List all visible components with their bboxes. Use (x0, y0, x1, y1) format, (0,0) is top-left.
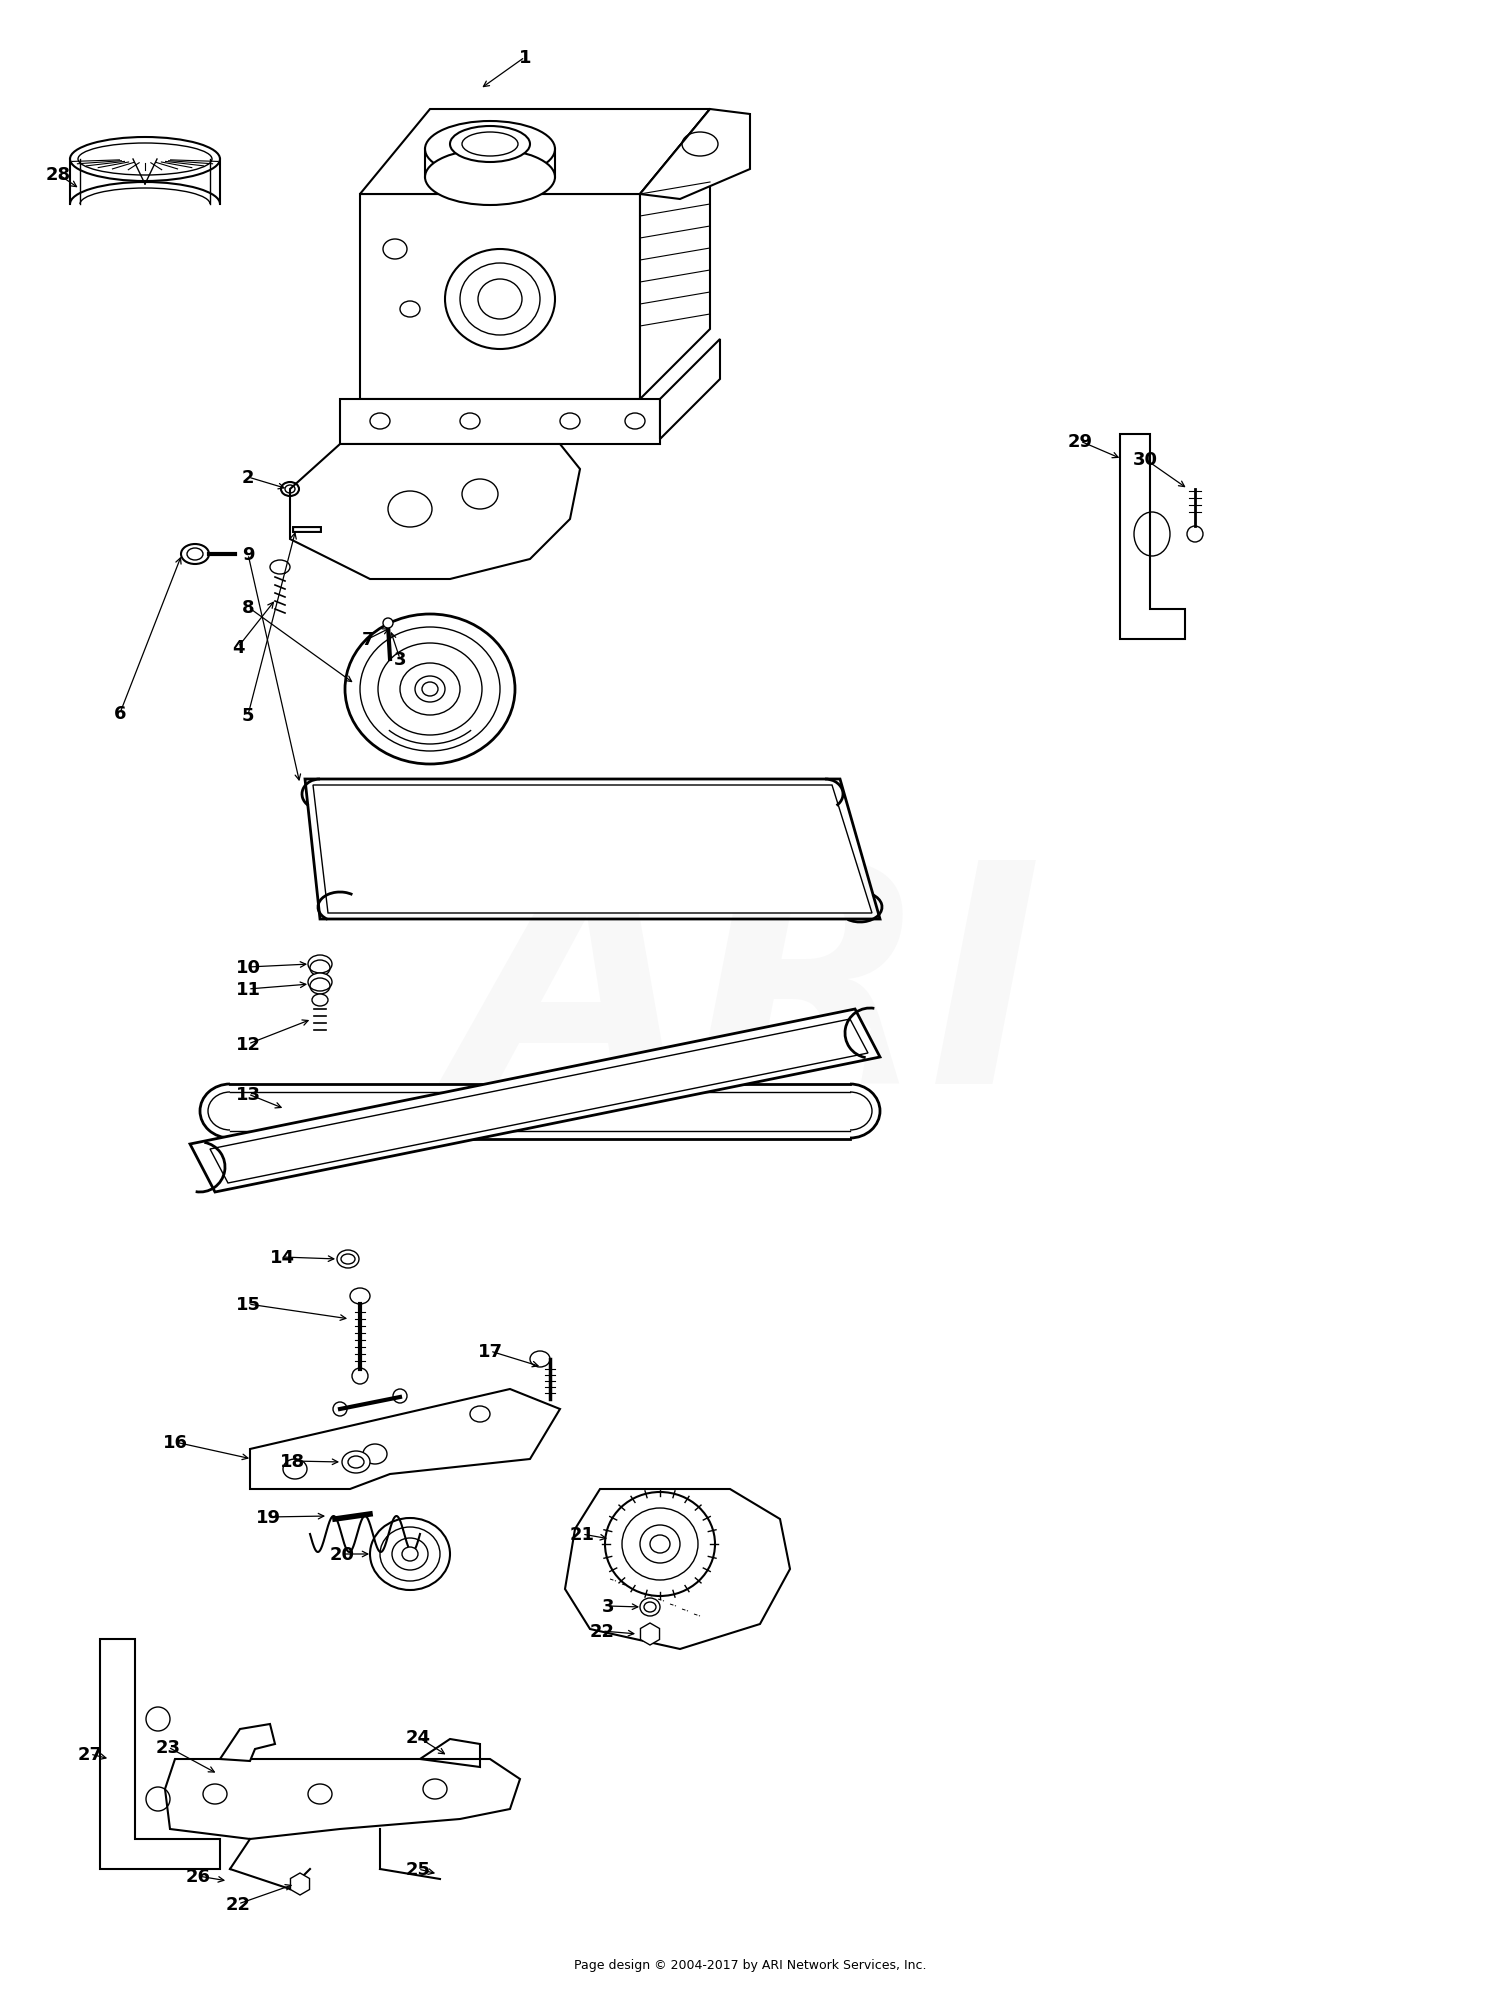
Ellipse shape (604, 1492, 715, 1597)
Ellipse shape (345, 615, 514, 764)
Polygon shape (190, 1010, 870, 1164)
Text: 14: 14 (270, 1249, 294, 1267)
Text: 10: 10 (236, 959, 261, 977)
Text: 26: 26 (186, 1868, 210, 1886)
Text: 19: 19 (255, 1508, 280, 1526)
Polygon shape (660, 340, 720, 440)
Text: 13: 13 (236, 1086, 261, 1104)
Text: 16: 16 (162, 1434, 188, 1452)
Ellipse shape (400, 664, 460, 716)
Ellipse shape (392, 1537, 427, 1569)
Text: 25: 25 (405, 1860, 430, 1878)
Ellipse shape (312, 994, 328, 1006)
Text: 3: 3 (602, 1597, 615, 1615)
Polygon shape (251, 1388, 560, 1490)
Ellipse shape (182, 545, 209, 565)
Text: 24: 24 (405, 1728, 430, 1746)
Text: 9: 9 (242, 545, 254, 563)
Polygon shape (165, 1758, 520, 1840)
Polygon shape (360, 109, 710, 195)
Ellipse shape (370, 1518, 450, 1589)
Ellipse shape (360, 629, 500, 752)
Polygon shape (220, 1724, 274, 1760)
Polygon shape (340, 400, 660, 446)
Ellipse shape (640, 1526, 680, 1563)
Polygon shape (566, 1490, 790, 1649)
Ellipse shape (380, 1528, 440, 1581)
Ellipse shape (424, 149, 555, 207)
Ellipse shape (450, 127, 530, 163)
Polygon shape (1120, 436, 1185, 640)
Ellipse shape (338, 1251, 358, 1269)
Text: 15: 15 (236, 1295, 261, 1313)
Text: 8: 8 (242, 599, 255, 617)
Text: 2: 2 (242, 469, 254, 487)
Text: 5: 5 (242, 706, 254, 724)
Ellipse shape (378, 644, 482, 736)
Ellipse shape (270, 561, 290, 575)
Ellipse shape (622, 1508, 698, 1579)
Polygon shape (640, 109, 710, 400)
Text: Page design © 2004-2017 by ARI Network Services, Inc.: Page design © 2004-2017 by ARI Network S… (573, 1957, 926, 1971)
Text: 1: 1 (519, 50, 531, 68)
Ellipse shape (402, 1547, 418, 1561)
Text: 22: 22 (590, 1623, 615, 1641)
Ellipse shape (382, 241, 406, 261)
Ellipse shape (400, 302, 420, 318)
Text: 29: 29 (1068, 434, 1092, 452)
Text: 21: 21 (570, 1526, 594, 1543)
Polygon shape (210, 1020, 868, 1183)
Text: 22: 22 (225, 1896, 251, 1913)
Text: ARI: ARI (458, 851, 1042, 1148)
Ellipse shape (446, 251, 555, 350)
Text: 30: 30 (1132, 452, 1158, 469)
Polygon shape (100, 1639, 220, 1870)
Polygon shape (640, 109, 750, 201)
Text: 3: 3 (393, 650, 406, 668)
Text: 18: 18 (279, 1452, 304, 1470)
Polygon shape (190, 1010, 880, 1191)
Polygon shape (314, 786, 872, 913)
Ellipse shape (350, 1289, 370, 1305)
Ellipse shape (308, 955, 332, 973)
Ellipse shape (382, 619, 393, 629)
Ellipse shape (308, 973, 332, 991)
Ellipse shape (640, 1599, 660, 1617)
Text: 28: 28 (45, 165, 70, 183)
Text: 17: 17 (477, 1343, 502, 1360)
Polygon shape (360, 195, 640, 400)
Polygon shape (290, 446, 580, 579)
Ellipse shape (530, 1351, 550, 1366)
Text: 4: 4 (231, 638, 244, 656)
Text: 12: 12 (236, 1036, 261, 1054)
Text: 11: 11 (236, 981, 261, 998)
Ellipse shape (416, 676, 446, 702)
Text: 6: 6 (114, 704, 126, 722)
Ellipse shape (460, 265, 540, 336)
Ellipse shape (422, 682, 438, 696)
Ellipse shape (424, 121, 555, 177)
Text: 23: 23 (156, 1738, 180, 1756)
Text: 20: 20 (330, 1545, 354, 1563)
Text: 7: 7 (362, 631, 375, 648)
Text: 27: 27 (78, 1744, 102, 1762)
Ellipse shape (342, 1452, 370, 1474)
